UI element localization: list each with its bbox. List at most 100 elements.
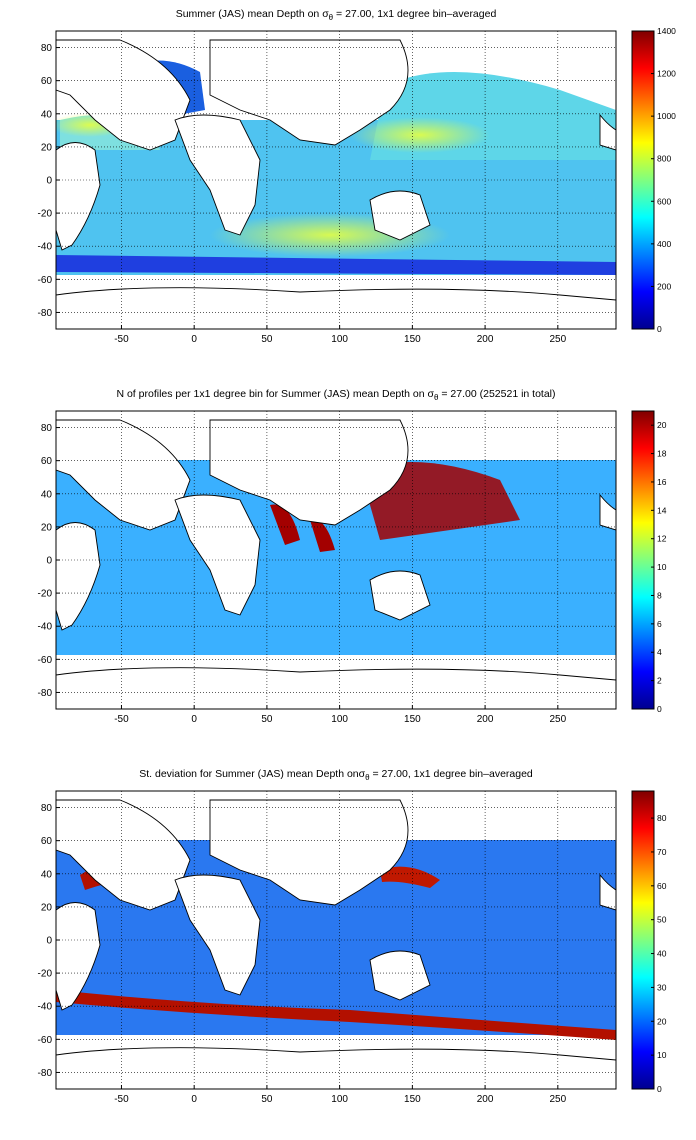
y-tick-label: 20 (41, 522, 53, 533)
landmass-americas-east (599, 113, 616, 151)
x-tick-label: 150 (404, 334, 421, 345)
y-tick-label: -20 (38, 969, 53, 980)
kuroshio-high-std (380, 866, 440, 888)
y-tick-label: 20 (41, 902, 53, 913)
colorbar-tick-label: 12 (657, 534, 667, 544)
landmass-antarctica (56, 287, 616, 329)
y-tick-label: -40 (38, 242, 53, 253)
y-tick-label: -20 (38, 589, 53, 600)
colorbar-tick-label: 18 (657, 449, 667, 459)
y-tick-label: 60 (41, 456, 53, 467)
colorbar-tick-label: 2 (657, 676, 662, 686)
x-tick-label: -50 (114, 1094, 129, 1105)
y-tick-label: -60 (38, 275, 53, 286)
landmass-south-america (56, 142, 101, 251)
landmass-africa (174, 494, 261, 616)
colorbar-tick-label: 50 (657, 915, 667, 925)
landmass-australia (369, 570, 431, 621)
landmass-eurasia (209, 419, 409, 526)
colorbar-tick-label: 20 (657, 1016, 667, 1026)
x-tick-label: 0 (191, 1094, 197, 1105)
y-tick-label: -40 (38, 1002, 53, 1013)
landmass-eurasia (209, 39, 409, 146)
x-tick-label: 250 (549, 714, 566, 725)
y-tick-label: 0 (46, 936, 52, 947)
y-tick-label: 60 (41, 76, 53, 87)
colorbar-tick-label: 0 (657, 324, 662, 334)
panel-title: N of profiles per 1x1 degree bin for Sum… (116, 388, 555, 402)
landmass-antarctica (56, 1047, 616, 1089)
y-tick-label: 80 (41, 43, 53, 54)
colorbar (631, 410, 655, 710)
colorbar-tick-label: 40 (657, 949, 667, 959)
x-tick-label: 250 (549, 334, 566, 345)
colorbar-tick-label: 30 (657, 982, 667, 992)
x-tick-label: 100 (331, 714, 348, 725)
landmass-south-america (56, 902, 101, 1011)
x-tick-label: 150 (404, 1094, 421, 1105)
southern-front-field (56, 255, 616, 275)
x-tick-label: 50 (261, 334, 273, 345)
landmass-south-america (56, 522, 101, 631)
y-tick-label: 0 (46, 556, 52, 567)
x-tick-label: 200 (477, 714, 494, 725)
y-tick-label: 40 (41, 109, 53, 120)
y-tick-label: 20 (41, 142, 53, 153)
arabian-sea-high-count (310, 519, 335, 552)
y-tick-label: 80 (41, 803, 53, 814)
colorbar-tick-label: 1200 (657, 69, 676, 79)
colorbar-tick-label: 80 (657, 813, 667, 823)
y-tick-label: 40 (41, 869, 53, 880)
landmass-antarctica (56, 667, 616, 709)
colorbar-tick-label: 10 (657, 562, 667, 572)
colorbar-tick-label: 0 (657, 704, 662, 714)
y-tick-label: -40 (38, 622, 53, 633)
colorbar-tick-label: 16 (657, 477, 667, 487)
colorbar-tick-label: 8 (657, 590, 662, 600)
x-tick-label: 100 (331, 334, 348, 345)
landmass-africa (174, 114, 261, 236)
kuroshio-high-count (360, 462, 520, 540)
colorbar-ticks: 0 2 4 6 8 10 12 14 16 18 20 (651, 420, 667, 714)
map-grid (56, 411, 616, 709)
y-tick-label: -60 (38, 655, 53, 666)
x-tick-label: 150 (404, 714, 421, 725)
x-tick-label: -50 (114, 714, 129, 725)
x-tick-label: 0 (191, 714, 197, 725)
kuroshio-high (350, 117, 490, 153)
y-tick-label: -80 (38, 688, 53, 699)
x-tick-label: 50 (261, 714, 273, 725)
colorbar-tick-label: 0 (657, 1084, 662, 1094)
landmass-africa (174, 874, 261, 996)
colorbar-tick-label: 4 (657, 647, 662, 657)
colorbar-tick-label: 600 (657, 196, 671, 206)
panel-title: St. deviation for Summer (JAS) mean Dept… (139, 768, 533, 782)
y-tick-label: 0 (46, 176, 52, 187)
landmass-eurasia (209, 799, 409, 906)
x-tick-label: 200 (477, 334, 494, 345)
colorbar-tick-label: 60 (657, 881, 667, 891)
landmass-australia (369, 950, 431, 1001)
panel-profile-count: N of profiles per 1x1 degree bin for Sum… (38, 388, 667, 725)
landmass-north-america (56, 799, 191, 911)
colorbar-tick-label: 6 (657, 619, 662, 629)
landmass-north-america (56, 419, 191, 531)
y-tick-label: -80 (38, 1068, 53, 1079)
map-grid (56, 31, 616, 329)
colorbar-tick-label: 70 (657, 847, 667, 857)
colorbar-tick-label: 14 (657, 505, 667, 515)
colorbar-tick-label: 1000 (657, 111, 676, 121)
map-grid (56, 791, 616, 1089)
y-tick-label: -80 (38, 308, 53, 319)
y-tick-label: 40 (41, 489, 53, 500)
colorbar-tick-label: 1400 (657, 26, 676, 36)
y-tick-label: -60 (38, 1035, 53, 1046)
acc-high-std (56, 990, 616, 1040)
colorbar-ticks: 0 10 20 30 40 50 60 70 80 (651, 813, 667, 1094)
colorbar (631, 30, 655, 330)
y-tick-label: -20 (38, 209, 53, 220)
y-tick-label: 80 (41, 423, 53, 434)
